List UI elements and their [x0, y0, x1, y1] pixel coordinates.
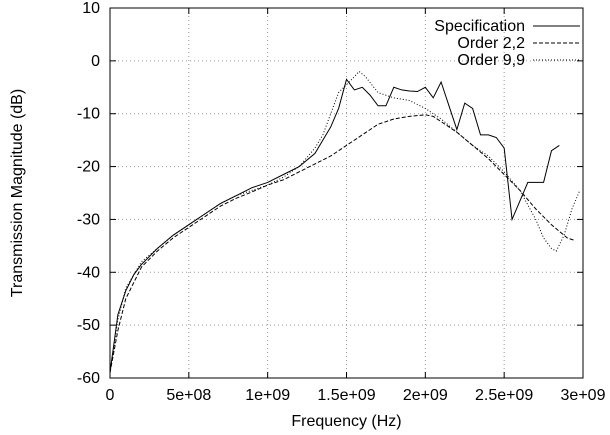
x-tick-label: 3e+09	[561, 387, 606, 404]
legend-label: Specification	[434, 18, 525, 35]
grid	[110, 8, 583, 378]
ticks: 0 5e+08 1e+09 1.5e+09 2e+09 2.5e+09 3e+09 10 0 -1…	[77, 0, 606, 404]
x-tick-label: 1.5e+09	[317, 387, 375, 404]
legend-label: Order 9,9	[457, 52, 525, 69]
x-tick-label: 1e+09	[245, 387, 290, 404]
series-line-order-2-2	[109, 114, 576, 373]
legend-label: Order 2,2	[457, 35, 525, 52]
x-tick-label: 2.5e+09	[475, 387, 533, 404]
y-tick-label: -20	[77, 159, 100, 176]
x-tick-label: 5e+08	[166, 387, 211, 404]
y-axis-label: Transmission Magnitude (dB)	[9, 89, 26, 297]
y-tick-label: 0	[91, 53, 100, 70]
y-tick-label: -60	[77, 370, 100, 387]
y-tick-label: 10	[82, 0, 100, 17]
series-line-order-9-9	[109, 70, 581, 373]
series-line-specification	[109, 78, 560, 373]
x-tick-label: 0	[106, 387, 115, 404]
y-tick-label: -50	[77, 317, 100, 334]
y-tick-label: -40	[77, 264, 100, 281]
x-axis-label: Frequency (Hz)	[291, 413, 401, 430]
series-group	[109, 70, 581, 373]
y-tick-label: -10	[77, 106, 100, 123]
x-tick-label: 2e+09	[403, 387, 448, 404]
y-tick-label: -30	[77, 211, 100, 228]
